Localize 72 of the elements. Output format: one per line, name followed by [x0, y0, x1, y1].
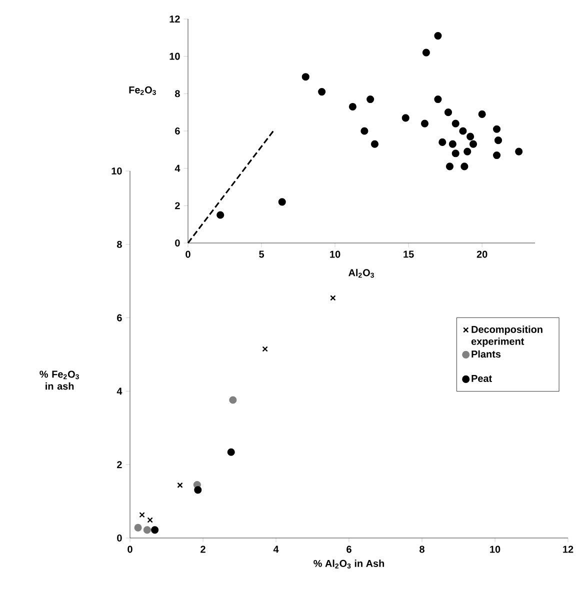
x-tick-label: 10	[330, 250, 340, 258]
point	[464, 148, 472, 156]
point	[318, 88, 326, 96]
x-axis-title: % Al$_{2}$O$_{3}$ in Ash	[314, 560, 384, 568]
point	[216, 211, 224, 219]
point	[139, 512, 145, 518]
y-axis-title: Fe$_{2}$O$_{3}$	[129, 86, 156, 95]
x-tick-label: 12	[563, 546, 574, 553]
point	[151, 526, 159, 534]
point	[460, 162, 468, 170]
point	[452, 120, 460, 128]
point	[469, 140, 478, 148]
point	[227, 448, 235, 456]
point	[134, 524, 142, 532]
point	[494, 136, 502, 144]
point	[478, 110, 486, 118]
y-tick-label: 4	[116, 388, 122, 395]
y-tick-label: 10	[170, 52, 180, 60]
x-tick-label: 15	[404, 250, 414, 258]
point	[262, 346, 268, 352]
point	[348, 102, 356, 111]
point	[422, 48, 430, 56]
x-tick-label: 2	[200, 546, 206, 553]
x-tick-label: 6	[346, 546, 352, 553]
x-tick-label: 8	[420, 546, 424, 553]
point	[466, 132, 474, 140]
point	[420, 120, 429, 128]
point	[302, 73, 310, 81]
y-tick-label: 0	[117, 534, 122, 542]
point	[438, 138, 446, 146]
y-tick-label: 8	[117, 240, 122, 248]
point	[434, 95, 442, 104]
y-tick-label: 6	[175, 127, 180, 135]
y-tick-label: 12	[170, 16, 180, 22]
y-tick-label: 10	[112, 167, 122, 175]
point	[434, 32, 442, 40]
x-tick-label: 4	[273, 546, 279, 553]
point	[444, 108, 452, 116]
x-tick-label: 20	[476, 250, 488, 258]
point	[446, 162, 454, 170]
x-tick-label: 10	[490, 546, 500, 553]
x-tick-label: 0	[128, 546, 132, 553]
y-axis-title: % Fe$_{2}$O$_{3}$ in ash	[40, 370, 79, 390]
point	[194, 486, 202, 494]
point	[492, 125, 501, 133]
legend-label: Decomposition experiment	[471, 326, 542, 347]
point	[366, 95, 374, 104]
point	[177, 482, 183, 488]
point	[459, 127, 467, 135]
x-axis-title: Al$_{2}$O$_{3}$	[348, 268, 374, 278]
point	[492, 151, 501, 160]
x-tick-label: 5	[259, 250, 264, 258]
legend-label: Plants	[472, 350, 501, 358]
y-tick-label: 8	[175, 90, 180, 98]
point	[402, 114, 410, 122]
y-tick-label: 2	[175, 202, 180, 210]
x-tick-label: 0	[186, 250, 190, 258]
y-tick-label: 2	[117, 461, 122, 468]
point	[229, 396, 237, 404]
point	[143, 526, 151, 534]
point	[448, 140, 456, 148]
point	[360, 127, 368, 135]
y-tick-label: 4	[174, 164, 180, 172]
point	[147, 517, 153, 523]
point	[278, 198, 286, 206]
point	[452, 150, 460, 158]
point	[370, 140, 379, 148]
point	[330, 295, 336, 301]
point	[515, 148, 523, 156]
legend-label: Peat	[472, 375, 492, 382]
y-tick-label: 6	[117, 314, 122, 322]
y-tick-label: 0	[175, 239, 180, 247]
